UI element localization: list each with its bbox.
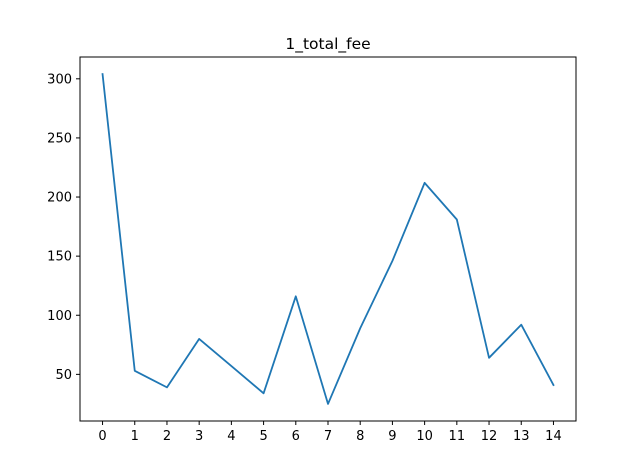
y-tick-label: 250 xyxy=(47,131,72,146)
y-tick-label: 300 xyxy=(47,72,72,87)
y-tick-label: 50 xyxy=(55,368,72,383)
x-tick-label: 5 xyxy=(259,429,267,444)
x-tick-label: 3 xyxy=(195,429,203,444)
x-tick-label: 2 xyxy=(163,429,171,444)
x-tick-label: 10 xyxy=(416,429,433,444)
y-axis: 50 100 150 200 250 300 xyxy=(47,72,80,383)
x-tick-label: 4 xyxy=(227,429,235,444)
x-tick-label: 0 xyxy=(98,429,106,444)
x-tick-label: 8 xyxy=(356,429,364,444)
series-line-0 xyxy=(101,73,555,405)
plot-frame xyxy=(79,56,577,422)
y-tick-label: 100 xyxy=(47,309,72,324)
x-tick-label: 12 xyxy=(481,429,498,444)
x-tick-label: 9 xyxy=(388,429,396,444)
series-layer xyxy=(101,73,555,405)
y-tick-label: 150 xyxy=(47,250,72,265)
x-tick-label: 7 xyxy=(324,429,332,444)
x-tick-label: 13 xyxy=(513,429,530,444)
x-tick-label: 11 xyxy=(449,429,466,444)
x-tick-label: 1 xyxy=(131,429,139,444)
x-axis: 0 1 2 3 4 5 6 7 8 9 10 11 12 13 14 xyxy=(98,421,562,444)
x-tick-label: 14 xyxy=(545,429,562,444)
x-tick-label: 6 xyxy=(292,429,300,444)
chart-title: 1_total_fee xyxy=(285,35,370,54)
y-tick-label: 200 xyxy=(47,191,72,206)
